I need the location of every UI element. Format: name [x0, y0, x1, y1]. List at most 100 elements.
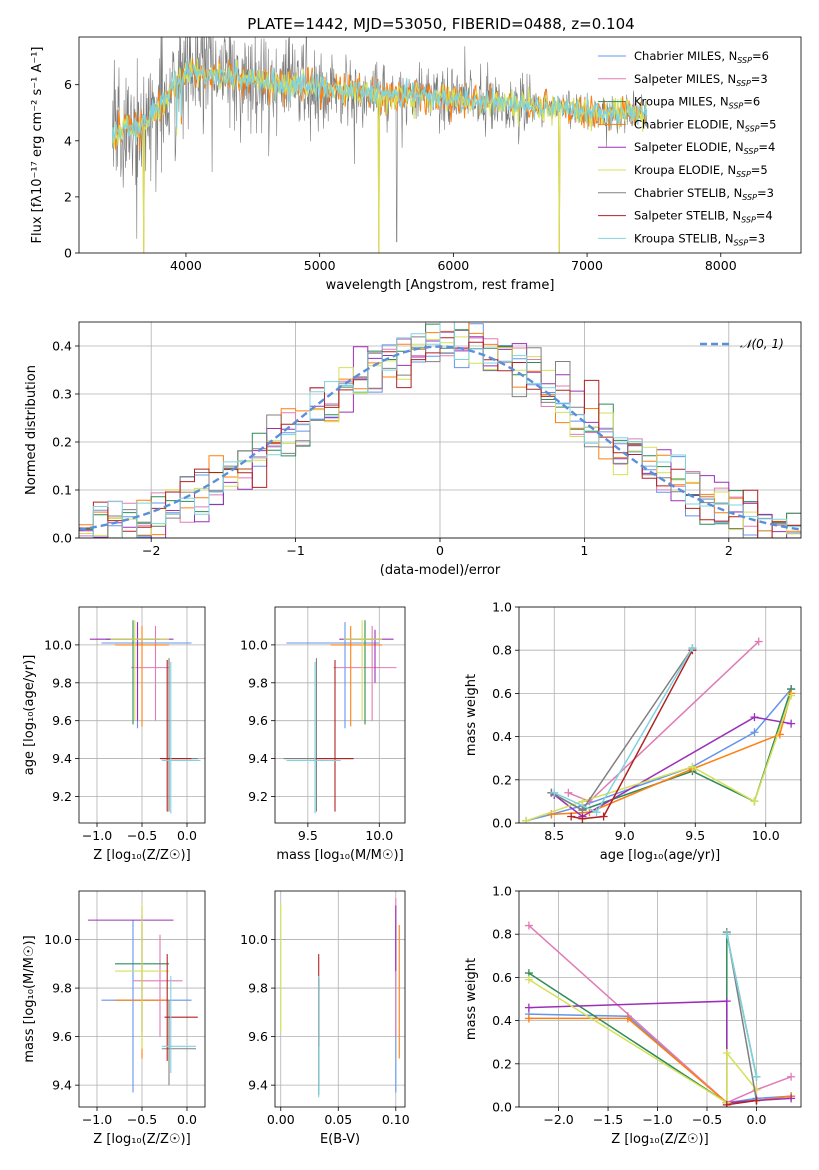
y-tick-label: 9.6 [52, 1029, 72, 1044]
series-line-chabrier-miles [525, 688, 792, 822]
panel-residuals: −2 −1 0 1 2 0.0 0.1 0.2 0.3 0.4 (data-model)/error… [24, 321, 802, 578]
model-line-kroupa-stelib [111, 58, 648, 143]
marker-chabrier-stelib [578, 806, 587, 815]
x-tick-label: 10.0 [365, 828, 393, 843]
legend-label-tail: =4 [756, 209, 773, 223]
legend-label: Salpeter STELIB, NSSP=4 [634, 209, 773, 225]
x-axis-label: Z [log₁₀(Z/Z☉)] [93, 1132, 190, 1147]
series-line-kroupa-elodie [528, 978, 758, 1105]
x-tick-label: 9.0 [615, 828, 635, 843]
y-axis-label: Normed distribution [24, 365, 39, 495]
legend-label-sub: SSP [741, 216, 756, 225]
panel-mass_vs_Z: −1.0 −0.5 0.0 9.4 9.6 9.8 10.0 Z [log₁₀(Z/Z☉)] m… [22, 890, 206, 1147]
marker-salpeter-elodie [787, 719, 796, 728]
x-tick-label: 7000 [571, 258, 603, 273]
x-tick-label: −2.0 [543, 1112, 573, 1127]
legend-label-main: Kroupa ELODIE, N [634, 163, 736, 177]
series-line-salpeter-miles [528, 925, 792, 1104]
y-tick-label: 9.6 [52, 713, 72, 728]
series-line-salpeter-stelib [571, 649, 694, 820]
y-tick-label: 9.4 [248, 1078, 268, 1093]
x-tick-label: 0.0 [177, 1112, 197, 1127]
x-axis-label: E(B-V) [320, 1132, 360, 1147]
x-axis-label: (data-model)/error [380, 563, 501, 578]
axes-frame [274, 890, 406, 1108]
y-tick-label: 0.4 [52, 339, 72, 354]
legend-label: Salpeter ELODIE, NSSP=4 [634, 140, 775, 156]
plot-area [79, 322, 801, 538]
legend-label-main: Salpeter MILES, N [634, 72, 736, 86]
y-tick-label: 0.0 [52, 531, 72, 546]
y-tick-label: 9.8 [52, 981, 72, 996]
series-line-chabrier-stelib [551, 647, 694, 811]
y-tick-label: 0.1 [52, 483, 72, 498]
axes-frame [78, 36, 802, 254]
marker-chabrier-elodie [623, 1014, 632, 1023]
x-tick-label: 10.0 [752, 828, 780, 843]
marker-kroupa-elodie [752, 1085, 761, 1094]
legend-label-sub: SSP [737, 56, 752, 65]
y-tick-label: 0.8 [492, 643, 512, 658]
marker-salpeter-stelib [599, 812, 608, 821]
legend-label-sub: SSP [736, 170, 751, 179]
legend-label-main: Kroupa STELIB, N [634, 231, 734, 245]
marker-kroupa-elodie [578, 797, 587, 806]
y-axis-label: Flux [fλ10⁻¹⁷ erg cm⁻² s⁻¹ A⁻¹] [30, 47, 45, 244]
panel-weight_vs_Z: −2.0 −1.5 −1.0 −0.5 0.0 0.0 0.2 0.4 0.6 0.8 1.0 Z [… [464, 884, 802, 1147]
series-line-kroupa-stelib [553, 647, 694, 814]
y-tick-label: 0.2 [492, 1056, 512, 1071]
legend-label: Kroupa STELIB, NSSP=3 [634, 231, 765, 247]
y-tick-label: 6 [64, 77, 72, 92]
model-line-kroupa-elodie [111, 58, 648, 253]
x-tick-label: 6000 [437, 258, 469, 273]
series-line-salpeter-stelib [726, 1099, 757, 1106]
figure-title: PLATE=1442, MJD=53050, FIBERID=0488, z=0… [247, 15, 634, 33]
marker-salpeter-elodie [722, 997, 731, 1006]
y-axis-label: mass weight [464, 674, 479, 756]
y-tick-label: 4 [64, 133, 72, 148]
x-tick-label: 9.5 [298, 828, 318, 843]
axes-frame [274, 606, 406, 824]
x-tick-label: −0.5 [127, 1112, 157, 1127]
plot-area [280, 898, 400, 1098]
y-tick-label: 9.4 [248, 751, 268, 766]
x-tick-label: −0.5 [692, 1112, 722, 1127]
y-tick-label: 10.0 [240, 637, 268, 652]
legend-label-main: Chabrier ELODIE, N [634, 117, 745, 131]
legend-label-main: Chabrier STELIB, N [634, 186, 742, 200]
x-tick-label: −1.0 [82, 828, 112, 843]
marker-kroupa-elodie [688, 762, 697, 771]
marker-kroupa-stelib [592, 808, 601, 817]
marker-salpeter-stelib [722, 1100, 731, 1107]
marker-kroupa-stelib [688, 644, 697, 653]
x-axis-label: Z [log₁₀(Z/Z☉)] [611, 1132, 708, 1147]
y-tick-label: 9.4 [52, 1078, 72, 1093]
y-tick-label: 0.0 [492, 816, 512, 831]
series-line-chabrier-elodie [551, 693, 792, 816]
legend-label-tail: =3 [748, 231, 765, 245]
marker-salpeter-elodie [750, 713, 759, 722]
y-tick-label: 10.0 [44, 932, 72, 947]
y-tick-label: 0.0 [492, 1100, 512, 1115]
y-axis-label: mass weight [464, 958, 479, 1040]
marker-kroupa-elodie [522, 816, 531, 823]
x-tick-label: 0.00 [267, 1112, 295, 1127]
series-line-kroupa-stelib [726, 934, 758, 1077]
marker-kroupa-elodie [787, 691, 796, 700]
legend-label-tail: =3 [751, 72, 768, 86]
panel-mass_vs_ebv: 0.00 0.05 0.10 9.4 9.6 9.8 10.0 E(B-V) [240, 890, 410, 1147]
x-tick-label: 0 [436, 543, 444, 558]
y-tick-label: 0.3 [52, 387, 72, 402]
legend-label-tail: =4 [758, 140, 775, 154]
axes-frame [518, 890, 802, 1108]
marker-salpeter-miles [564, 788, 573, 797]
legend-label: Salpeter MILES, NSSP=3 [634, 72, 768, 88]
y-tick-label: 1.0 [492, 884, 512, 899]
legend-label-tail: =5 [760, 117, 777, 131]
panel-weight_vs_age: 8.5 9.0 9.5 10.0 0.0 0.2 0.4 0.6 0.8 1.0 age [log₁… [464, 600, 802, 863]
legend-label: Chabrier ELODIE, NSSP=5 [634, 117, 776, 133]
marker-salpeter-stelib [567, 812, 576, 821]
y-tick-label: 9.6 [248, 713, 268, 728]
plot-area [88, 903, 198, 1093]
